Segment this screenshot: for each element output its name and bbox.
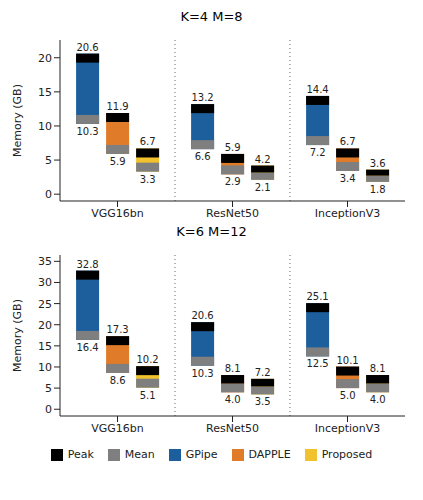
svg-text:ResNet50: ResNet50 (206, 422, 259, 435)
svg-text:15: 15 (38, 340, 52, 353)
svg-text:2.1: 2.1 (255, 182, 271, 193)
html-text:GPipe: GPipe (185, 448, 218, 461)
svg-text:10.3: 10.3 (191, 368, 213, 379)
html-text:K=6 M=12: K=6 M=12 (176, 224, 247, 239)
svg-text:15: 15 (38, 86, 52, 99)
svg-text:InceptionV3: InceptionV3 (315, 207, 381, 220)
svg-text:VGG16bn: VGG16bn (91, 422, 144, 435)
svg-text:35: 35 (38, 255, 52, 268)
svg-text:17.3: 17.3 (106, 324, 128, 335)
svg-text:10: 10 (38, 120, 52, 133)
svg-text:InceptionV3: InceptionV3 (315, 422, 381, 435)
svg-text:12.5: 12.5 (306, 358, 328, 369)
html-text:K=4 M=8: K=4 M=8 (180, 9, 243, 24)
svg-text:ResNet50: ResNet50 (206, 207, 259, 220)
html-text:DAPPLE: DAPPLE (248, 448, 291, 461)
svg-text:5: 5 (45, 382, 52, 395)
svg-text:20.6: 20.6 (191, 310, 213, 321)
svg-text:5.9: 5.9 (110, 156, 126, 167)
svg-text:7.2: 7.2 (255, 367, 271, 378)
html-text:Mean: Mean (124, 448, 155, 461)
svg-text:6.7: 6.7 (140, 136, 156, 147)
svg-text:4.2: 4.2 (255, 154, 271, 165)
svg-text:25: 25 (38, 298, 52, 311)
svg-text:8.1: 8.1 (370, 363, 386, 374)
svg-text:6.7: 6.7 (340, 136, 356, 147)
svg-text:2.9: 2.9 (225, 176, 241, 187)
svg-text:16.4: 16.4 (76, 342, 98, 353)
svg-text:7.2: 7.2 (310, 147, 326, 158)
svg-text:4.0: 4.0 (225, 394, 241, 405)
svg-text:0: 0 (45, 188, 52, 201)
svg-text:3.4: 3.4 (340, 173, 356, 184)
svg-text:13.2: 13.2 (191, 92, 213, 103)
svg-text:Memory (GB): Memory (GB) (11, 299, 24, 372)
svg-text:20: 20 (38, 52, 52, 65)
svg-text:14.4: 14.4 (306, 84, 328, 95)
svg-text:20.6: 20.6 (76, 42, 98, 53)
html-text:Peak: Peak (67, 448, 94, 461)
svg-text:0: 0 (45, 403, 52, 416)
svg-text:1.8: 1.8 (370, 184, 386, 195)
svg-text:VGG16bn: VGG16bn (91, 207, 144, 220)
svg-text:8.6: 8.6 (110, 375, 126, 386)
svg-text:25.1: 25.1 (306, 291, 328, 302)
svg-text:32.8: 32.8 (76, 259, 98, 270)
svg-text:11.9: 11.9 (106, 101, 128, 112)
svg-text:10.3: 10.3 (76, 126, 98, 137)
svg-text:5: 5 (45, 154, 52, 167)
svg-text:6.6: 6.6 (195, 151, 211, 162)
svg-text:5.1: 5.1 (140, 390, 156, 401)
svg-text:4.0: 4.0 (370, 394, 386, 405)
html-text:Proposed: Proposed (321, 448, 373, 461)
svg-text:3.3: 3.3 (140, 174, 156, 185)
svg-text:3.6: 3.6 (370, 158, 386, 169)
svg-text:8.1: 8.1 (225, 363, 241, 374)
svg-text:10.1: 10.1 (336, 355, 358, 366)
svg-text:Memory (GB): Memory (GB) (11, 84, 24, 157)
svg-text:3.5: 3.5 (255, 396, 271, 407)
svg-text:10.2: 10.2 (136, 354, 158, 365)
svg-text:5.0: 5.0 (340, 390, 356, 401)
svg-text:5.9: 5.9 (225, 142, 241, 153)
svg-text:30: 30 (38, 276, 52, 289)
svg-text:20: 20 (38, 319, 52, 332)
svg-text:10: 10 (38, 361, 52, 374)
